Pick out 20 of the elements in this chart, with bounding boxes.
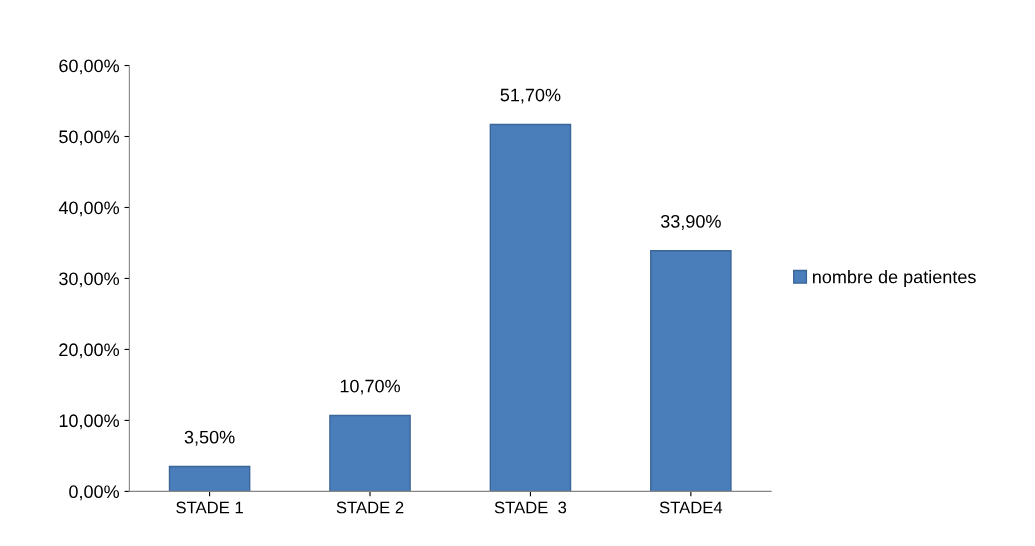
bar [168, 465, 251, 492]
data-label: 3,50% [184, 430, 235, 446]
x-tick-label: STADE4 [659, 501, 723, 514]
y-tick-label: 20,00% [59, 343, 120, 359]
y-tick-label: 50,00% [59, 130, 120, 146]
x-tick-label: STADE 3 [494, 501, 567, 514]
data-label: 10,70% [340, 379, 400, 395]
y-tick-label: 10,00% [59, 414, 120, 430]
bar [650, 250, 732, 492]
bar [489, 123, 572, 492]
x-tick-label: STADE 2 [336, 501, 404, 514]
x-tick-label: STADE 1 [176, 501, 243, 514]
y-tick-label: 40,00% [58, 201, 120, 217]
legend-label: nombre de patientes [813, 270, 976, 287]
data-label: 51,70% [500, 88, 561, 104]
data-label: 33,90% [660, 214, 721, 230]
y-tick-label: 30,00% [59, 272, 120, 288]
y-tick-label: 0,00% [69, 485, 120, 501]
bar [329, 414, 411, 492]
y-tick-label: 60,00% [59, 59, 120, 75]
